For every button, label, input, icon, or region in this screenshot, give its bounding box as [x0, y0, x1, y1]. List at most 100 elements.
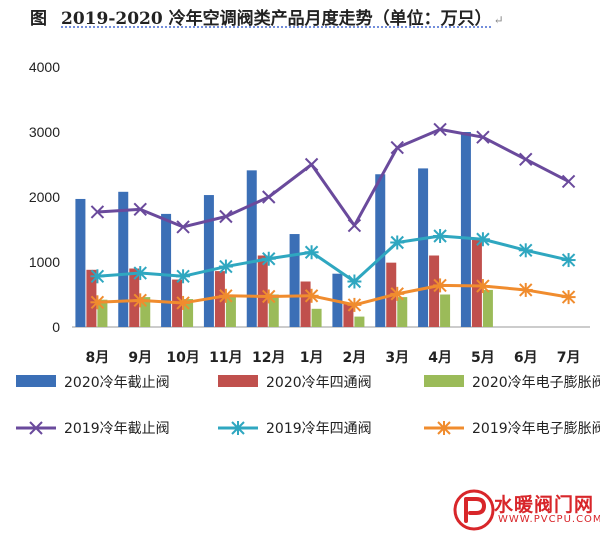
y-tick-label: 4000 [29, 59, 60, 75]
line-3-marker [90, 295, 105, 310]
x-tick-label: 8月 [86, 350, 110, 366]
bar-3 [225, 295, 236, 327]
line-2-marker [133, 266, 148, 281]
bar-3 [354, 316, 365, 327]
bar-3 [482, 289, 493, 327]
bar-1 [203, 195, 214, 327]
legend-swatch [218, 375, 258, 387]
bar-3 [140, 297, 151, 327]
bar-1 [161, 213, 172, 327]
legend-marker [29, 421, 43, 435]
bar-3 [268, 294, 279, 327]
line-1 [97, 127, 570, 229]
line-2-marker [90, 269, 105, 284]
legend-label: 2020冷年四通阀 [266, 375, 372, 391]
x-tick-label: 11月 [209, 350, 242, 366]
line-1-marker [561, 174, 576, 189]
bar-3 [97, 299, 108, 327]
bar-3 [440, 294, 451, 327]
line-1-marker [347, 218, 362, 233]
line-1-marker [219, 209, 233, 224]
line-3-marker [133, 293, 148, 308]
line-2-marker [518, 243, 533, 258]
legend-swatch [424, 375, 464, 387]
watermark-name: 水暖阀门网 [494, 494, 595, 516]
bar-2 [214, 271, 225, 327]
line-2-marker [347, 274, 362, 289]
legend-label: 2019冷年截止阀 [64, 421, 170, 437]
figure-prefix: 图 [30, 9, 47, 29]
legend-label: 2020冷年截止阀 [64, 375, 170, 391]
legend-label: 2019冷年电子膨胀阀 [472, 420, 600, 437]
line-3-marker [218, 288, 233, 303]
bar-1 [460, 132, 471, 327]
bar-2 [300, 281, 311, 327]
bar-1 [118, 191, 129, 327]
x-tick-label: 1月 [300, 350, 324, 366]
bar-1 [375, 174, 386, 327]
line-3-marker [433, 278, 448, 293]
bar-1 [75, 198, 86, 327]
line-3-marker [390, 286, 405, 301]
x-tick-label: 9月 [128, 350, 152, 366]
line-3-marker [475, 279, 490, 294]
line-1-marker [176, 220, 190, 234]
legend-marker [437, 421, 451, 435]
line-1-marker [90, 205, 105, 219]
line-1-marker [133, 202, 147, 217]
line-2-marker [561, 253, 576, 268]
line-1-marker [433, 122, 447, 137]
line-3-marker [561, 290, 576, 305]
line-3 [97, 283, 569, 307]
line-2-marker [475, 232, 490, 247]
bar-2 [471, 239, 482, 327]
line-3-marker [518, 282, 533, 297]
y-tick-label: 0 [52, 319, 60, 335]
line-3-marker [347, 297, 362, 312]
line-1-marker [476, 130, 490, 144]
x-tick-label: 3月 [385, 350, 409, 366]
line-2-marker [390, 235, 405, 250]
bar-1 [246, 170, 257, 327]
x-tick-label: 7月 [557, 350, 581, 366]
line-1-marker [390, 140, 404, 155]
legend-label: 2020冷年电子膨胀阀 [472, 374, 600, 391]
watermark-logo-icon [453, 489, 495, 531]
bar-3 [311, 308, 322, 327]
watermark-url: WWW.PVCPU.COM [498, 514, 600, 525]
x-tick-label: 6月 [514, 350, 538, 366]
line-1-marker [304, 157, 319, 172]
legend-marker [231, 421, 245, 435]
paragraph-mark: ↵ [493, 13, 504, 27]
bar-3 [183, 299, 194, 327]
legend-label: 2019冷年四通阀 [266, 421, 372, 437]
line-2-marker [176, 269, 191, 284]
x-tick-label: 12月 [252, 350, 285, 366]
chart-title: 图 2019-2020 冷年空调阀类产品月度走势（单位：万只） ↵ [30, 4, 590, 29]
legend-swatch [16, 375, 56, 387]
line-2-marker [218, 259, 233, 274]
bar-2 [129, 268, 140, 327]
bar-1 [289, 234, 300, 327]
line-2-marker [433, 229, 448, 243]
x-tick-label: 4月 [428, 350, 452, 366]
x-tick-label: 2月 [343, 350, 367, 366]
y-tick-label: 1000 [29, 254, 60, 270]
watermark: 水暖阀门网 WWW.PVCPU.COM [448, 488, 600, 532]
line-2-marker [261, 251, 276, 266]
x-tick-label: 5月 [471, 350, 495, 366]
line-2-marker [304, 245, 319, 260]
y-tick-label: 3000 [29, 124, 60, 140]
bar-2 [343, 303, 354, 327]
line-1-marker [262, 190, 276, 204]
x-tick-label: 10月 [166, 350, 199, 366]
title-text: 2019-2020 冷年空调阀类产品月度走势（单位：万只） [61, 9, 492, 29]
line-2 [97, 234, 569, 283]
line-1-marker [519, 152, 533, 167]
line-3-marker [304, 288, 319, 303]
bar-3 [397, 297, 408, 327]
bar-2 [86, 269, 97, 327]
bar-1 [418, 168, 429, 327]
y-tick-label: 2000 [29, 189, 60, 205]
